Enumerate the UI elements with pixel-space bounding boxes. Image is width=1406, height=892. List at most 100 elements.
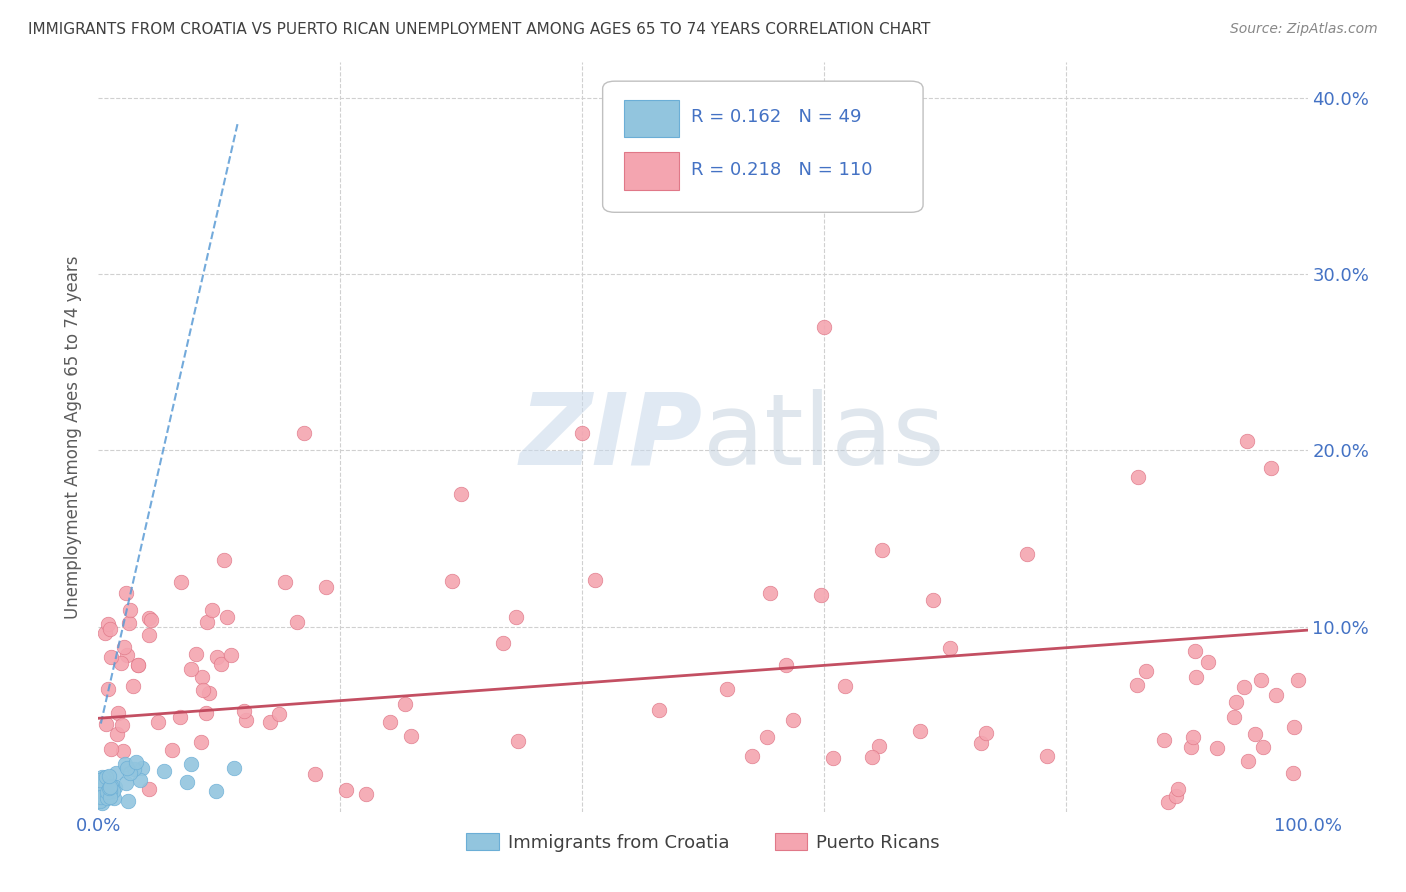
- Point: [1225, 695, 1247, 709]
- Point: [122, 679, 145, 693]
- Point: [970, 736, 993, 750]
- Point: [834, 679, 856, 693]
- Point: [1265, 688, 1288, 702]
- Point: [97, 616, 120, 631]
- Text: R = 0.218   N = 110: R = 0.218 N = 110: [690, 161, 872, 178]
- Point: [131, 761, 153, 775]
- Point: [93, 782, 115, 797]
- Point: [115, 586, 138, 600]
- Point: [184, 647, 207, 661]
- Point: [813, 319, 835, 334]
- Point: [315, 580, 337, 594]
- Point: [1128, 469, 1150, 483]
- Point: [89, 776, 111, 790]
- Point: [190, 735, 212, 749]
- Point: [235, 713, 257, 727]
- Point: [1236, 434, 1258, 449]
- Point: [91, 785, 114, 799]
- Point: [169, 709, 191, 723]
- Point: [394, 697, 416, 711]
- Point: [104, 766, 127, 780]
- Point: [117, 648, 139, 663]
- Point: [285, 615, 308, 629]
- Point: [90, 788, 112, 802]
- Point: [111, 744, 134, 758]
- Point: [1250, 673, 1272, 688]
- Point: [138, 611, 160, 625]
- Point: [191, 670, 214, 684]
- Point: [160, 743, 183, 757]
- Point: [115, 761, 138, 775]
- Point: [1286, 673, 1309, 687]
- Bar: [624, 153, 679, 190]
- Point: [153, 764, 176, 779]
- Point: [141, 613, 163, 627]
- Point: [138, 628, 160, 642]
- Point: [191, 682, 214, 697]
- Point: [335, 783, 357, 797]
- Point: [104, 780, 127, 794]
- Point: [1282, 720, 1305, 734]
- Text: atlas: atlas: [703, 389, 945, 485]
- Point: [180, 662, 202, 676]
- Point: [1157, 795, 1180, 809]
- Point: [103, 791, 125, 805]
- Point: [782, 713, 804, 727]
- Point: [1237, 754, 1260, 768]
- Point: [1167, 782, 1189, 797]
- Point: [583, 573, 606, 587]
- Point: [198, 686, 221, 700]
- Point: [860, 750, 883, 764]
- Point: [118, 603, 141, 617]
- Point: [180, 757, 202, 772]
- Point: [201, 603, 224, 617]
- Point: [89, 793, 111, 807]
- Point: [974, 726, 997, 740]
- Point: [1126, 678, 1149, 692]
- Point: [89, 795, 111, 809]
- Point: [1184, 644, 1206, 658]
- Point: [90, 784, 112, 798]
- Point: [111, 718, 134, 732]
- Point: [232, 704, 254, 718]
- Point: [100, 742, 122, 756]
- Point: [1184, 670, 1206, 684]
- Point: [90, 789, 112, 804]
- Point: [1251, 739, 1274, 754]
- Point: [1035, 748, 1057, 763]
- Point: [209, 657, 232, 672]
- Point: [1282, 765, 1305, 780]
- Point: [110, 656, 132, 670]
- Point: [1180, 739, 1202, 754]
- Point: [98, 780, 121, 794]
- Point: [647, 703, 669, 717]
- Bar: [624, 100, 679, 137]
- Point: [259, 714, 281, 729]
- Point: [506, 734, 529, 748]
- Point: [756, 730, 779, 744]
- Point: [775, 657, 797, 672]
- Point: [440, 574, 463, 589]
- Point: [93, 771, 115, 785]
- Point: [450, 487, 472, 501]
- Point: [93, 626, 115, 640]
- Point: [399, 729, 422, 743]
- Point: [90, 778, 112, 792]
- Point: [1244, 727, 1267, 741]
- Point: [1223, 710, 1246, 724]
- Point: [97, 768, 120, 782]
- Point: [91, 777, 114, 791]
- Point: [207, 649, 229, 664]
- Point: [1166, 789, 1188, 804]
- Point: [205, 783, 228, 797]
- Point: [219, 648, 242, 663]
- Point: [1233, 680, 1256, 694]
- Point: [112, 640, 135, 654]
- Point: [93, 785, 115, 799]
- Point: [195, 615, 218, 629]
- Point: [128, 772, 150, 787]
- Point: [114, 756, 136, 771]
- Point: [304, 767, 326, 781]
- Point: [212, 553, 235, 567]
- Point: [101, 784, 124, 798]
